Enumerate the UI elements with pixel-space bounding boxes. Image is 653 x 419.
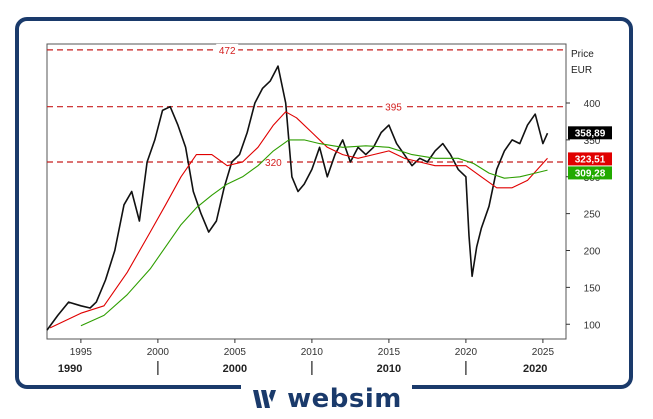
y-tick-label-250: 250 [584, 210, 601, 221]
x-tick-label-2015: 2015 [378, 347, 401, 358]
websim-logo-icon [253, 390, 277, 408]
brand-footer: websim [0, 381, 653, 417]
price-badge-label-358,89: 358,89 [575, 128, 606, 139]
level-label-472: 472 [219, 46, 236, 57]
decade-label-2010: 2010 [377, 363, 401, 375]
plot-area [46, 43, 567, 340]
y-tick-label-150: 150 [584, 283, 601, 294]
decade-label-2020: 2020 [523, 363, 547, 375]
series-ma-green [80, 139, 548, 327]
y-tick-label-200: 200 [584, 247, 601, 258]
x-tick-label-2020: 2020 [455, 347, 478, 358]
price-badge-358,89 [568, 126, 612, 140]
price-badge-label-323,51: 323,51 [575, 154, 606, 165]
y-tick-label-400: 400 [584, 99, 601, 110]
level-label-bg-320 [262, 156, 285, 167]
x-tick-label-2025: 2025 [532, 347, 555, 358]
y-axis-unit: EUR [571, 65, 592, 76]
price-badge-309,28 [568, 166, 612, 180]
series-ma-red [49, 111, 548, 329]
level-label-bg-472 [216, 43, 239, 55]
series-price [46, 65, 549, 331]
x-tick-label-2005: 2005 [224, 347, 247, 358]
decade-label-2000: 2000 [223, 363, 247, 375]
y-axis-title: Price [571, 49, 594, 60]
y-tick-label-100: 100 [584, 320, 601, 331]
x-tick-label-2000: 2000 [147, 347, 170, 358]
x-tick-label-1995: 1995 [70, 347, 93, 358]
price-badge-323,51 [568, 152, 612, 166]
x-tick-label-2010: 2010 [301, 347, 324, 358]
level-label-bg-395 [382, 100, 405, 112]
decade-label-1990: 1990 [58, 363, 82, 375]
level-label-395: 395 [385, 103, 402, 114]
price-badge-label-309,28: 309,28 [575, 168, 606, 179]
brand-name: websim [287, 384, 402, 414]
level-label-320: 320 [265, 158, 282, 169]
y-tick-label-350: 350 [584, 136, 601, 147]
